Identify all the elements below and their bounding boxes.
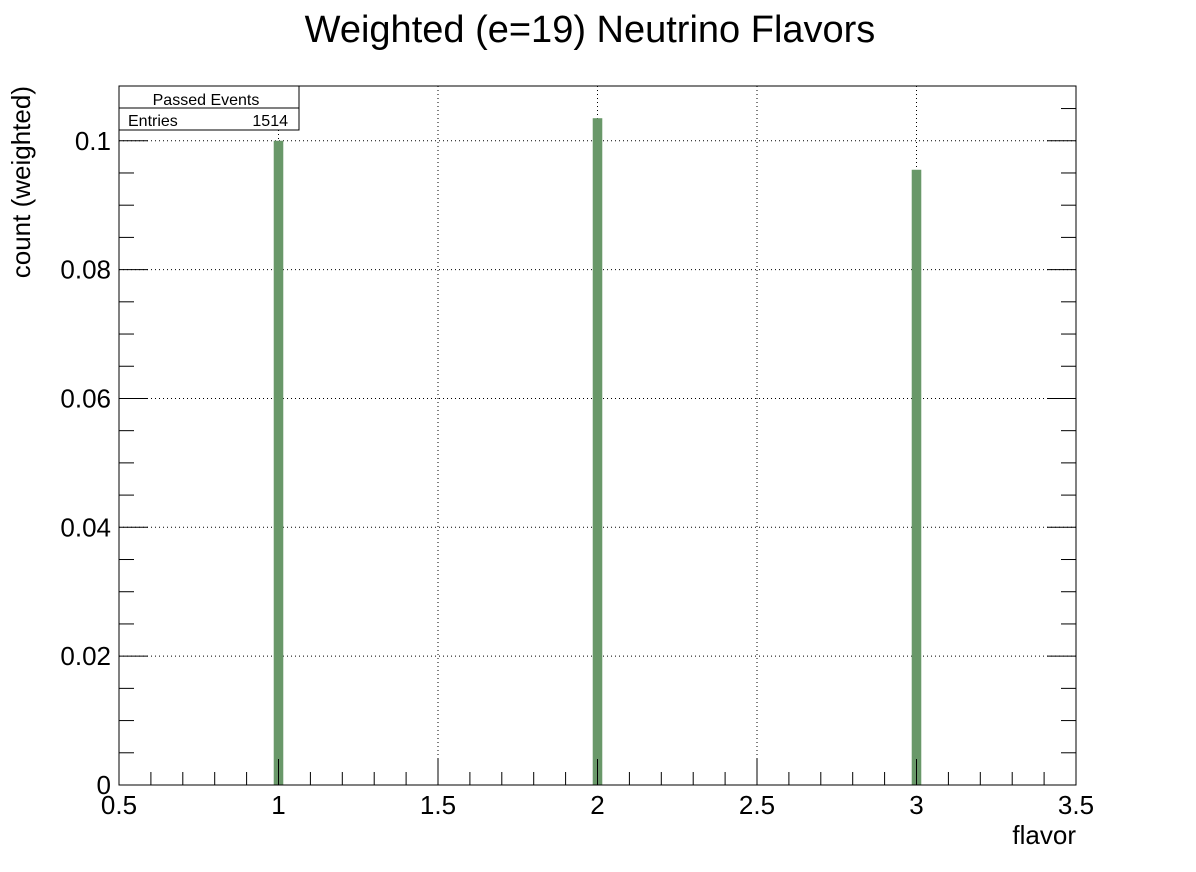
bar <box>592 118 603 786</box>
bars <box>273 118 922 786</box>
y-tick-label: 0.04 <box>60 512 111 542</box>
chart-title: Weighted (e=19) Neutrino Flavors <box>305 9 876 51</box>
y-tick-label: 0.08 <box>60 255 111 285</box>
stats-box: Passed Events Entries 1514 <box>118 85 300 131</box>
axis-ticks <box>118 108 1077 786</box>
x-tick-label: 1.5 <box>420 790 456 820</box>
x-tick-label: 1 <box>271 790 285 820</box>
stats-box-title: Passed Events <box>153 92 260 109</box>
y-tick-label: 0.1 <box>75 126 111 156</box>
x-tick-label: 2.5 <box>739 790 775 820</box>
x-tick-label: 2 <box>590 790 604 820</box>
x-tick-labels: 0.5 1 1.5 2 2.5 3 3.5 <box>101 790 1094 820</box>
stats-entries-label: Entries <box>128 113 178 130</box>
y-tick-label: 0.02 <box>60 641 111 671</box>
y-tick-label: 0.06 <box>60 383 111 413</box>
stats-entries-value: 1514 <box>252 113 288 130</box>
y-tick-label: 0 <box>97 770 111 800</box>
x-tick-label: 3 <box>909 790 923 820</box>
x-tick-label: 0.5 <box>101 790 137 820</box>
x-axis-label: flavor <box>1012 820 1076 850</box>
bar <box>911 169 922 785</box>
y-axis-label: count (weighted) <box>6 86 36 278</box>
x-tick-label: 3.5 <box>1058 790 1094 820</box>
y-tick-labels: 0 0.02 0.04 0.06 0.08 0.1 <box>60 126 111 800</box>
bar <box>273 140 284 785</box>
